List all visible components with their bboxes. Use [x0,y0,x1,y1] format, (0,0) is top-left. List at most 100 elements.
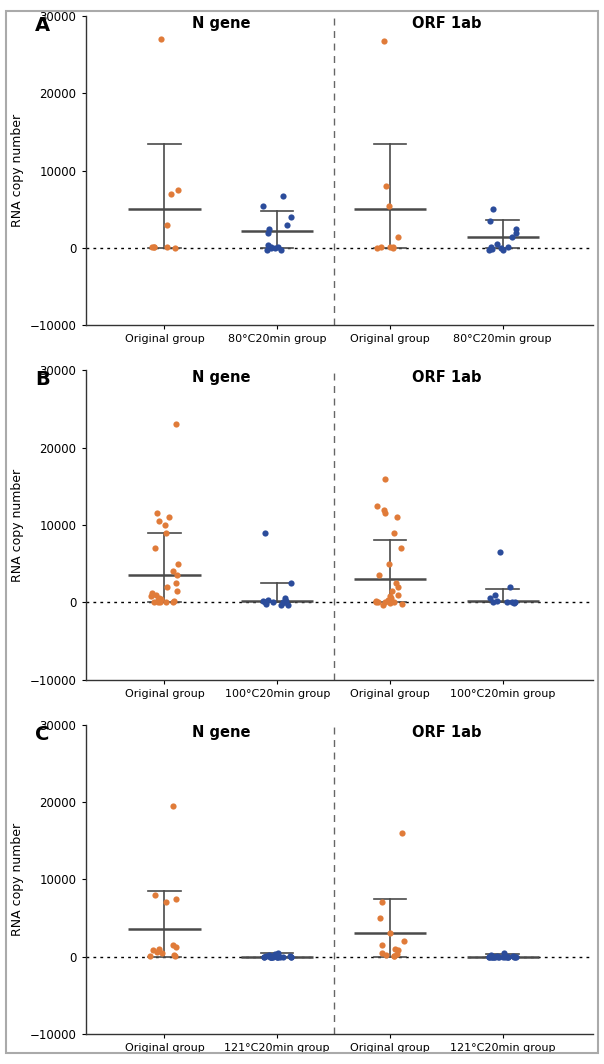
Point [151,586,161,603]
Point [273,948,283,965]
Point [381,178,391,195]
Point [287,575,297,592]
Point [259,948,269,965]
Point [266,238,276,255]
Point [507,594,516,611]
Point [258,593,268,610]
Point [263,592,273,609]
Point [266,948,276,965]
Point [392,509,402,526]
Point [266,948,276,965]
Point [374,593,384,610]
Text: A: A [35,16,50,35]
Text: C: C [35,725,49,744]
Point [161,894,170,911]
Point [378,596,387,613]
Point [172,416,181,433]
Point [509,595,518,612]
Point [378,944,387,961]
Point [263,236,273,253]
Point [385,587,394,604]
Point [490,948,500,965]
Point [171,890,181,907]
Point [161,594,170,611]
Point [371,593,381,610]
Point [384,555,394,572]
Point [496,239,506,256]
Point [153,594,163,611]
Point [286,209,296,226]
Point [487,948,497,965]
Point [147,238,156,255]
Point [279,594,289,611]
Point [485,213,495,230]
Point [268,948,277,965]
Point [504,948,513,965]
Point [148,942,158,959]
Point [169,947,179,964]
Point [162,216,172,233]
Point [389,947,399,964]
Point [263,225,273,242]
Point [389,948,399,965]
Point [488,201,498,218]
Point [510,948,520,965]
Point [510,948,520,965]
Point [488,948,498,965]
Point [169,936,178,953]
Point [393,228,403,245]
Point [285,948,295,965]
Point [268,948,278,965]
Point [264,220,274,237]
Point [283,596,293,613]
Point [272,948,282,965]
Point [378,894,387,911]
Point [282,216,292,233]
Point [492,593,501,610]
Point [374,567,384,584]
Text: N gene: N gene [191,370,250,385]
Point [286,948,296,965]
Point [281,593,291,610]
Point [399,932,409,949]
Point [503,238,513,255]
Point [380,470,390,487]
Point [275,242,285,259]
Point [147,584,157,601]
Point [385,238,395,255]
Point [261,596,271,613]
Text: B: B [35,370,50,389]
Text: N gene: N gene [191,725,250,739]
Point [156,31,165,48]
Point [378,936,387,953]
Point [169,593,179,610]
Point [374,910,384,927]
Point [150,238,159,255]
Point [150,539,160,556]
Point [275,948,285,965]
Point [484,948,494,965]
Point [502,948,512,965]
Point [506,579,515,596]
Point [385,925,394,942]
Point [266,948,275,965]
Point [390,941,400,958]
Point [512,225,521,242]
Point [170,239,180,256]
Point [495,948,504,965]
Point [149,594,159,611]
Point [162,238,172,255]
Point [145,948,155,965]
Point [498,242,507,259]
Point [280,594,290,611]
Point [507,228,516,245]
Point [381,947,391,964]
Point [153,592,162,609]
Point [385,595,395,612]
Point [150,238,159,255]
Point [393,586,403,603]
Point [487,240,496,257]
Point [380,594,390,611]
Point [154,513,164,530]
Point [492,236,502,253]
